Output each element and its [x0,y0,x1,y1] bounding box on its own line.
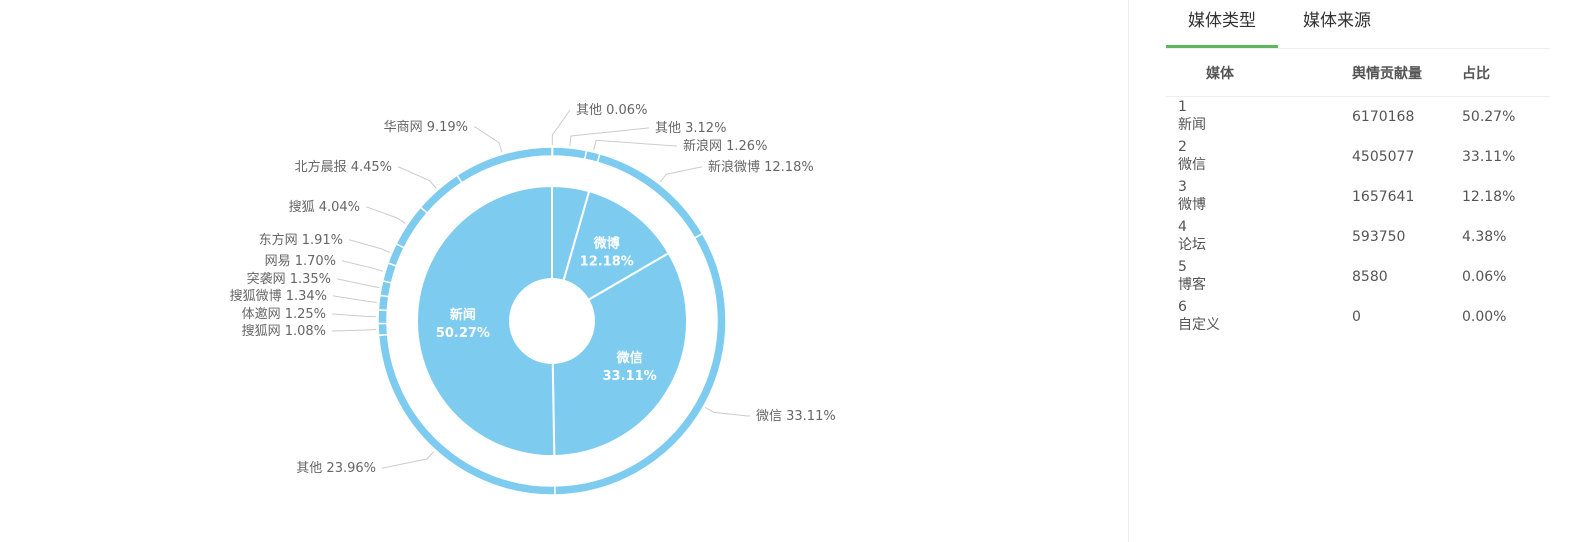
leader-line [337,278,380,289]
ring-slice-label: 搜狐网 1.08% [242,324,326,339]
ring-slice-label: 网易 1.70% [265,254,336,269]
tab-media-type[interactable]: 媒体类型 [1166,8,1278,48]
ring-slice-label: 新浪微博 12.18% [708,159,814,175]
ring-slice-label: 北方晨报 4.45% [295,159,392,175]
table-row[interactable]: 1 新闻 6170168 50.27% [1166,97,1550,137]
table-row[interactable]: 3 微博 1657641 12.18% [1166,177,1550,217]
leader-line [332,313,377,318]
row-media-name: 微信 [1178,157,1206,173]
inner-slice-value-label: 12.18% [580,255,634,270]
leader-line [332,329,377,332]
table-row[interactable]: 5 博客 8580 0.06% [1166,257,1550,297]
ring-slice-7 [377,309,389,325]
leader-line [398,166,437,189]
row-contribution: 6170168 [1352,109,1415,125]
table-row[interactable]: 2 微信 4505077 33.11% [1166,137,1550,177]
ring-slice-14 [455,146,553,184]
leader-line [342,260,384,272]
leader-line [349,239,391,253]
inner-slice-name-label: 新闻 [450,307,476,323]
row-percent: 0.00% [1462,309,1507,325]
ring-slice-label: 其他 0.06% [576,103,647,118]
row-contribution: 8580 [1352,269,1388,285]
leader-line [333,295,378,303]
row-index: 6 [1178,299,1187,315]
row-media-name: 新闻 [1178,117,1206,133]
ring-slice-label: 其他 23.96% [296,461,376,476]
row-percent: 50.27% [1462,109,1516,125]
row-percent: 4.38% [1462,229,1507,245]
leader-line [659,166,702,183]
header-media: 媒体 [1206,66,1234,82]
leader-line [569,127,649,146]
pie-chart: 微博 12.18% 微信 33.11% 新闻 50.27% 其他 0.06% 其他 3.12%… [230,103,836,496]
row-contribution: 4505077 [1352,149,1415,165]
panel-divider [1128,0,1129,542]
inner-slice-name-label: 微博 [593,236,620,252]
leader-line [551,109,571,146]
row-contribution: 593750 [1352,229,1406,245]
row-percent: 12.18% [1462,189,1516,205]
row-media-name: 微博 [1178,197,1206,213]
inner-slice-value-label: 33.11% [603,369,657,384]
tab-media-source[interactable]: 媒体来源 [1303,11,1371,31]
tab-bar: 媒体类型 媒体来源 [1166,0,1550,49]
leader-line [474,126,503,153]
leader-line [593,139,677,151]
row-index: 2 [1178,139,1187,155]
chart-area: 微博 12.18% 微信 33.11% 新闻 50.27% 其他 0.06% 其他 3.12%… [230,103,836,496]
ring-slice-label: 突袭网 1.35% [247,271,331,287]
inner-slice-value-label: 50.27% [436,326,490,341]
row-index: 4 [1178,219,1187,235]
table-row[interactable]: 4 论坛 593750 4.38% [1166,217,1550,257]
ring-slice-13 [419,174,463,215]
row-percent: 33.11% [1462,149,1516,165]
pie-slice-inner-3 [416,184,556,457]
ring-slice-label: 体邀网 1.25% [242,307,326,322]
ring-slice-label: 搜狐 4.04% [289,200,360,215]
table-header: 媒体 舆情贡献量 占比 [1166,49,1550,97]
ring-slice-label: 新浪网 1.26% [683,138,767,154]
pie-slice-inner-1 [550,189,671,324]
header-percent: 占比 [1462,66,1490,82]
row-media-name: 论坛 [1178,237,1206,253]
row-contribution: 0 [1352,309,1361,325]
ring-slice-label: 搜狐微博 1.34% [230,289,327,304]
table-row[interactable]: 6 自定义 0 0.00% [1166,297,1550,337]
row-percent: 0.06% [1462,269,1507,285]
table-body: 1 新闻 6170168 50.27% 2 微信 4505077 33.11% … [1166,97,1550,337]
ring-slice-1 [551,146,588,161]
row-media-name: 博客 [1178,277,1206,293]
ring-slice-8 [377,294,390,312]
row-contribution: 1657641 [1352,189,1415,205]
inner-slice-name-label: 微信 [616,350,643,366]
row-index: 3 [1178,179,1187,195]
pie-center-hole [509,278,595,364]
ring-slice-label: 其他 3.12% [655,121,726,136]
side-panel: 媒体类型 媒体来源 媒体 舆情贡献量 占比 1 新闻 6170168 50.27… [1166,0,1550,542]
row-index: 5 [1178,259,1187,275]
ring-slice-label: 东方网 1.91% [259,232,343,248]
ring-slice-label: 华商网 9.19% [384,120,468,135]
leader-line [382,451,435,469]
row-index: 1 [1178,99,1187,115]
row-media-name: 自定义 [1178,317,1220,333]
ring-slice-12 [395,206,429,249]
ring-slice-6 [377,322,389,337]
leader-line [705,407,750,417]
leader-line [366,206,406,224]
ring-slice-label: 微信 33.11% [756,409,836,424]
header-contribution: 舆情贡献量 [1352,66,1422,82]
